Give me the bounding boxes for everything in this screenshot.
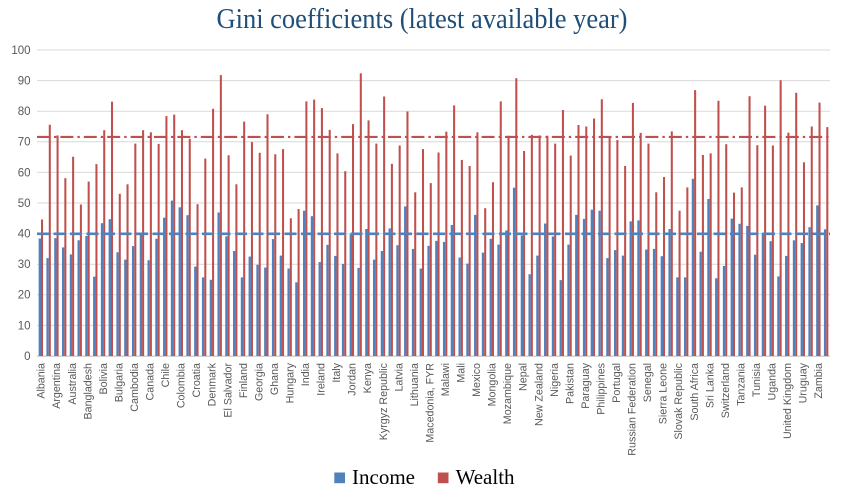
svg-text:Philippines: Philippines bbox=[596, 363, 608, 415]
svg-text:India: India bbox=[300, 363, 312, 386]
svg-text:80: 80 bbox=[18, 106, 31, 118]
svg-text:Tanzania: Tanzania bbox=[735, 363, 747, 406]
svg-text:Mongolia: Mongolia bbox=[487, 363, 499, 406]
svg-text:Gini coefficients (latest avai: Gini coefficients (latest available year… bbox=[217, 4, 628, 35]
svg-text:Bangladesh: Bangladesh bbox=[82, 363, 94, 420]
svg-text:100: 100 bbox=[11, 45, 30, 57]
svg-text:Albania: Albania bbox=[36, 363, 48, 399]
svg-text:Sri Lanka: Sri Lanka bbox=[704, 363, 716, 408]
svg-text:Ireland: Ireland bbox=[316, 363, 328, 396]
svg-text:Australia: Australia bbox=[67, 363, 79, 405]
svg-text:Finland: Finland bbox=[238, 363, 250, 398]
svg-text:Senegal: Senegal bbox=[642, 363, 654, 402]
svg-text:10: 10 bbox=[18, 320, 31, 332]
svg-text:Uruguay: Uruguay bbox=[798, 362, 810, 403]
svg-text:Wealth: Wealth bbox=[456, 465, 515, 489]
svg-text:Nigeria: Nigeria bbox=[549, 363, 561, 397]
svg-text:20: 20 bbox=[18, 290, 31, 302]
svg-text:Pakistan: Pakistan bbox=[564, 363, 576, 404]
svg-text:Income: Income bbox=[352, 465, 415, 489]
svg-text:Bulgaria: Bulgaria bbox=[113, 363, 125, 402]
svg-text:Chile: Chile bbox=[160, 363, 172, 387]
svg-text:70: 70 bbox=[18, 137, 31, 149]
svg-text:Colombia: Colombia bbox=[176, 363, 188, 408]
svg-text:90: 90 bbox=[18, 76, 31, 88]
svg-text:United Kingdom: United Kingdom bbox=[782, 363, 794, 439]
svg-text:Mexico: Mexico bbox=[471, 363, 483, 397]
svg-text:60: 60 bbox=[18, 167, 31, 179]
svg-text:Macedonia, FYR: Macedonia, FYR bbox=[424, 363, 436, 443]
svg-text:Hungary: Hungary bbox=[285, 362, 297, 403]
svg-text:Kenya: Kenya bbox=[362, 363, 374, 393]
svg-text:Croatia: Croatia bbox=[191, 363, 203, 398]
svg-text:Mali: Mali bbox=[456, 363, 468, 383]
svg-text:Nepal: Nepal bbox=[518, 363, 530, 391]
svg-text:0: 0 bbox=[24, 351, 30, 363]
svg-text:50: 50 bbox=[18, 198, 31, 210]
svg-text:Denmark: Denmark bbox=[207, 362, 219, 406]
svg-text:Canada: Canada bbox=[145, 363, 157, 400]
svg-text:Bolivia: Bolivia bbox=[98, 363, 110, 395]
svg-text:New Zealand: New Zealand bbox=[533, 363, 545, 426]
svg-text:Mozambique: Mozambique bbox=[502, 363, 514, 424]
svg-text:Zambia: Zambia bbox=[813, 363, 825, 399]
svg-text:Latvia: Latvia bbox=[393, 363, 405, 392]
svg-text:Tunisia: Tunisia bbox=[751, 363, 763, 397]
svg-text:Georgia: Georgia bbox=[253, 363, 265, 401]
svg-text:Slovak Republic: Slovak Republic bbox=[673, 362, 685, 439]
svg-text:El Salvador: El Salvador bbox=[222, 363, 234, 418]
svg-text:Sierra Leone: Sierra Leone bbox=[658, 363, 670, 424]
svg-text:Kyrgyz Republic: Kyrgyz Republic bbox=[378, 362, 390, 440]
svg-text:Italy: Italy bbox=[331, 362, 343, 382]
svg-text:Cambodia: Cambodia bbox=[129, 363, 141, 412]
svg-text:Switzerland: Switzerland bbox=[720, 363, 732, 418]
svg-text:Uganda: Uganda bbox=[767, 363, 779, 400]
svg-text:Paraguay: Paraguay bbox=[580, 362, 592, 408]
svg-text:South Africa: South Africa bbox=[689, 363, 701, 421]
svg-text:Malawi: Malawi bbox=[440, 363, 452, 396]
svg-text:Lithuania: Lithuania bbox=[409, 363, 421, 406]
svg-text:Russian Federation: Russian Federation bbox=[627, 363, 639, 456]
svg-text:Argentina: Argentina bbox=[51, 363, 63, 409]
svg-text:Ghana: Ghana bbox=[269, 363, 281, 395]
svg-text:30: 30 bbox=[18, 259, 31, 271]
svg-text:40: 40 bbox=[18, 229, 31, 241]
svg-text:Jordan: Jordan bbox=[347, 363, 359, 396]
svg-text:Portugal: Portugal bbox=[611, 363, 623, 403]
